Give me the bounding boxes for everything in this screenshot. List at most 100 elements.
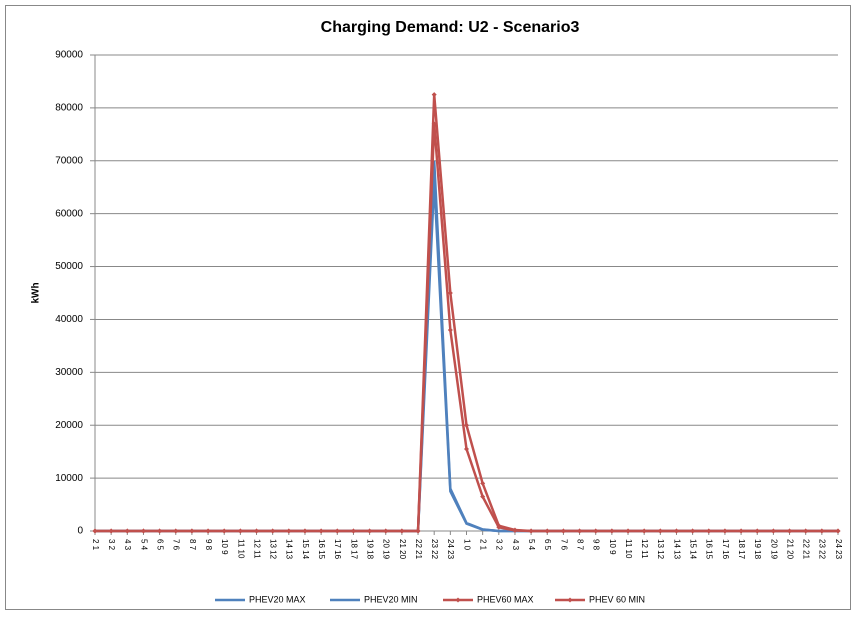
x-tick-label: 16 15 — [317, 539, 326, 560]
legend-marker — [567, 597, 573, 603]
point-marker — [787, 528, 793, 534]
x-tick-label: 15 14 — [301, 539, 310, 560]
x-tick-label: 21 20 — [785, 539, 794, 560]
point-marker — [480, 480, 486, 486]
x-tick-label: 4 3 — [123, 539, 132, 551]
legend-item: PHEV 60 MIN — [555, 594, 645, 604]
point-marker — [173, 528, 179, 534]
point-marker — [496, 524, 502, 530]
x-tick-label: 9 8 — [204, 539, 213, 551]
legend-marker — [455, 597, 461, 603]
point-marker — [237, 528, 243, 534]
point-marker — [657, 528, 663, 534]
x-tick-label: 20 19 — [769, 539, 778, 560]
x-tick-label: 11 10 — [624, 539, 633, 559]
y-tick-label: 20000 — [55, 420, 83, 431]
point-marker — [254, 528, 260, 534]
point-marker — [157, 528, 163, 534]
x-tick-label: 7 6 — [559, 539, 568, 551]
point-marker — [92, 528, 98, 534]
point-marker — [189, 528, 195, 534]
point-marker — [415, 528, 421, 534]
point-marker — [738, 528, 744, 534]
point-marker — [367, 528, 373, 534]
x-tick-label: 13 12 — [269, 539, 278, 560]
point-marker — [334, 528, 340, 534]
point-marker — [754, 528, 760, 534]
y-tick-label: 60000 — [55, 208, 83, 219]
point-marker — [350, 528, 356, 534]
point-marker — [803, 528, 809, 534]
point-marker — [140, 528, 146, 534]
x-tick-label: 6 5 — [543, 539, 552, 551]
x-tick-label: 12 11 — [640, 539, 649, 559]
x-tick-label: 10 9 — [608, 539, 617, 555]
point-marker — [706, 528, 712, 534]
point-marker — [722, 528, 728, 534]
x-tick-label: 19 18 — [753, 539, 762, 560]
point-marker — [318, 528, 324, 534]
point-marker — [577, 528, 583, 534]
point-marker — [399, 528, 405, 534]
x-tick-label: 11 10 — [236, 539, 245, 559]
point-marker — [819, 528, 825, 534]
legend-label: PHEV60 MAX — [477, 594, 534, 604]
point-marker — [108, 528, 114, 534]
x-tick-label: 12 11 — [252, 539, 261, 559]
point-marker — [447, 290, 453, 296]
point-marker — [431, 121, 437, 127]
point-marker — [205, 528, 211, 534]
point-marker — [383, 528, 389, 534]
x-tick-label: 18 17 — [737, 539, 746, 560]
point-marker — [609, 528, 615, 534]
x-tick-label: 8 7 — [188, 539, 197, 551]
point-marker — [302, 528, 308, 534]
x-tick-label: 23 22 — [430, 539, 439, 560]
point-marker — [641, 528, 647, 534]
y-tick-label: 80000 — [55, 103, 83, 114]
point-marker — [286, 528, 292, 534]
x-tick-label: 9 8 — [592, 539, 601, 551]
legend-item: PHEV20 MIN — [330, 594, 418, 604]
point-marker — [512, 527, 518, 533]
legend-label: PHEV20 MIN — [364, 594, 418, 604]
point-marker — [464, 446, 469, 452]
point-marker — [270, 528, 276, 534]
x-tick-label: 2 1 — [91, 539, 100, 551]
point-marker — [560, 528, 566, 534]
point-marker — [690, 528, 696, 534]
point-marker — [447, 327, 453, 333]
x-tick-label: 8 7 — [575, 539, 584, 551]
x-tick-label: 1 0 — [462, 539, 471, 551]
x-tick-label: 2 1 — [479, 539, 488, 551]
y-tick-label: 90000 — [55, 50, 83, 61]
point-marker — [625, 528, 631, 534]
x-tick-label: 3 2 — [495, 539, 504, 551]
y-tick-label: 30000 — [55, 367, 83, 378]
x-tick-label: 5 4 — [527, 539, 536, 551]
legend-item: PHEV20 MAX — [215, 594, 306, 604]
point-marker — [770, 528, 776, 534]
x-tick-label: 24 23 — [834, 539, 843, 560]
legend-label: PHEV20 MAX — [249, 594, 306, 604]
point-marker — [221, 528, 227, 534]
x-tick-label: 13 12 — [656, 539, 665, 560]
point-marker — [124, 528, 130, 534]
x-tick-label: 15 14 — [689, 539, 698, 560]
x-tick-label: 10 9 — [220, 539, 229, 555]
x-tick-label: 22 21 — [802, 539, 811, 560]
point-marker — [544, 528, 550, 534]
x-tick-label: 6 5 — [155, 539, 164, 551]
point-marker — [528, 528, 534, 534]
x-tick-label: 3 2 — [107, 539, 116, 551]
point-marker — [593, 528, 599, 534]
legend-label: PHEV 60 MIN — [589, 594, 645, 604]
x-tick-label: 20 19 — [382, 539, 391, 560]
x-tick-label: 5 4 — [139, 539, 148, 551]
x-tick-label: 19 18 — [365, 539, 374, 560]
point-marker — [835, 528, 841, 534]
x-tick-label: 16 15 — [705, 539, 714, 560]
x-tick-label: 17 16 — [721, 539, 730, 560]
y-tick-label: 70000 — [55, 155, 83, 166]
x-tick-label: 24 23 — [446, 539, 455, 560]
